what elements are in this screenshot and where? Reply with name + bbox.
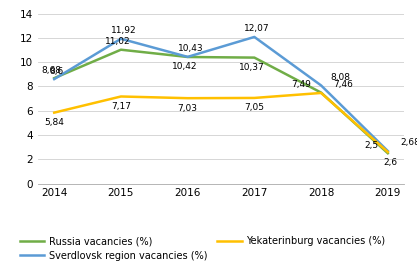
Text: 12,07: 12,07 (244, 24, 270, 33)
Russia vacancies (%) (252, 56, 257, 59)
Text: 10,37: 10,37 (239, 63, 264, 72)
Text: 10,42: 10,42 (172, 62, 198, 72)
Text: 7,49: 7,49 (292, 80, 311, 89)
Sverdlovsk region vacancies (%) (185, 55, 190, 59)
Text: 8,68: 8,68 (41, 66, 61, 75)
Yekaterinburg vacancies (%) (118, 95, 123, 98)
Text: 2,68: 2,68 (400, 139, 417, 147)
Text: 11,92: 11,92 (111, 26, 136, 35)
Legend: Russia vacancies (%), Sverdlovsk region vacancies (%), Yekaterinburg vacancies (: Russia vacancies (%), Sverdlovsk region … (20, 236, 385, 261)
Line: Sverdlovsk region vacancies (%): Sverdlovsk region vacancies (%) (54, 37, 388, 151)
Yekaterinburg vacancies (%) (52, 111, 57, 114)
Russia vacancies (%) (118, 48, 123, 51)
Text: 2,5: 2,5 (364, 141, 378, 150)
Line: Russia vacancies (%): Russia vacancies (%) (54, 50, 388, 153)
Text: 7,46: 7,46 (333, 80, 353, 89)
Sverdlovsk region vacancies (%) (118, 37, 123, 40)
Text: 7,17: 7,17 (111, 102, 131, 111)
Text: 10,43: 10,43 (178, 44, 203, 53)
Yekaterinburg vacancies (%) (252, 96, 257, 100)
Line: Yekaterinburg vacancies (%): Yekaterinburg vacancies (%) (54, 93, 388, 152)
Text: 2,6: 2,6 (384, 157, 398, 167)
Text: 7,05: 7,05 (244, 103, 264, 112)
Yekaterinburg vacancies (%) (319, 91, 324, 94)
Sverdlovsk region vacancies (%) (385, 149, 390, 153)
Russia vacancies (%) (185, 55, 190, 59)
Text: 5,84: 5,84 (44, 118, 64, 127)
Text: 11,02: 11,02 (106, 37, 131, 46)
Sverdlovsk region vacancies (%) (52, 77, 57, 81)
Russia vacancies (%) (52, 76, 57, 80)
Yekaterinburg vacancies (%) (385, 150, 390, 154)
Text: 7,03: 7,03 (178, 104, 198, 113)
Text: 8,6: 8,6 (50, 66, 64, 76)
Text: 8,08: 8,08 (331, 73, 351, 82)
Yekaterinburg vacancies (%) (185, 97, 190, 100)
Sverdlovsk region vacancies (%) (252, 35, 257, 39)
Sverdlovsk region vacancies (%) (319, 84, 324, 87)
Russia vacancies (%) (319, 91, 324, 94)
Russia vacancies (%) (385, 151, 390, 155)
